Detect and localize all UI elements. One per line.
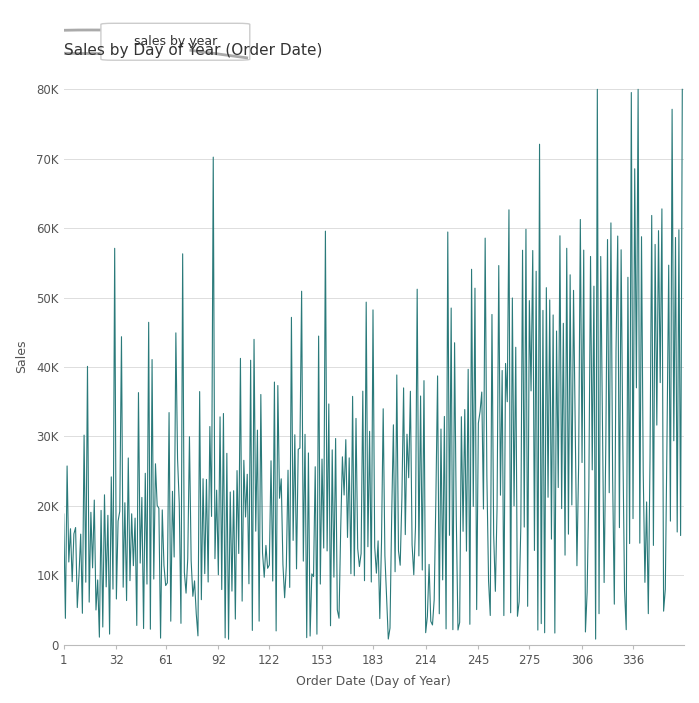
Text: Sales by Day of Year (Order Date): Sales by Day of Year (Order Date) [64, 43, 322, 58]
Y-axis label: Sales: Sales [15, 340, 28, 373]
FancyBboxPatch shape [101, 23, 250, 60]
Text: sales by year: sales by year [134, 35, 217, 49]
X-axis label: Order Date (Day of Year): Order Date (Day of Year) [296, 675, 452, 688]
